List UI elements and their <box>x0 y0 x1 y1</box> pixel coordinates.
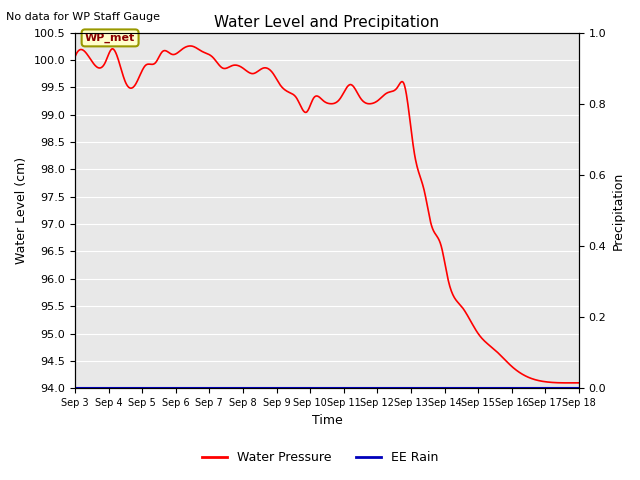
Title: Water Level and Precipitation: Water Level and Precipitation <box>214 15 440 30</box>
Legend: Water Pressure, EE Rain: Water Pressure, EE Rain <box>196 446 444 469</box>
Y-axis label: Precipitation: Precipitation <box>612 171 625 250</box>
Text: WP_met: WP_met <box>85 33 135 43</box>
Y-axis label: Water Level (cm): Water Level (cm) <box>15 157 28 264</box>
Text: No data for WP Staff Gauge: No data for WP Staff Gauge <box>6 12 161 22</box>
X-axis label: Time: Time <box>312 414 342 427</box>
